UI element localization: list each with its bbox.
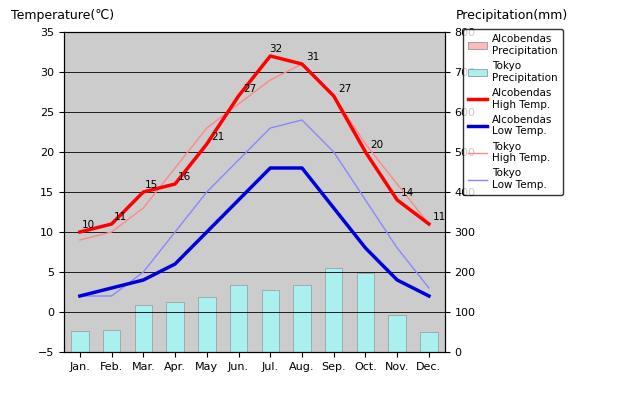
Bar bbox=[420, 332, 438, 352]
Text: 20: 20 bbox=[370, 140, 383, 150]
Bar bbox=[388, 315, 406, 352]
Bar bbox=[230, 285, 247, 352]
Text: Temperature(℃): Temperature(℃) bbox=[11, 9, 114, 22]
Text: Precipitation(mm): Precipitation(mm) bbox=[456, 9, 568, 22]
Bar bbox=[293, 285, 311, 352]
Bar bbox=[134, 305, 152, 352]
Text: 14: 14 bbox=[401, 188, 414, 198]
Bar bbox=[103, 330, 120, 352]
Bar bbox=[198, 297, 216, 352]
Text: 31: 31 bbox=[306, 52, 319, 62]
Bar bbox=[356, 273, 374, 352]
Bar bbox=[262, 290, 279, 352]
Bar bbox=[166, 302, 184, 352]
Text: 16: 16 bbox=[178, 172, 191, 182]
Bar bbox=[71, 331, 88, 352]
Text: 11: 11 bbox=[114, 212, 127, 222]
Text: 11: 11 bbox=[433, 212, 446, 222]
Text: 21: 21 bbox=[212, 132, 225, 142]
Text: 15: 15 bbox=[145, 180, 158, 190]
Bar bbox=[325, 268, 342, 352]
Text: 10: 10 bbox=[81, 220, 95, 230]
Legend: Alcobendas
Precipitation, Tokyo
Precipitation, Alcobendas
High Temp., Alcobendas: Alcobendas Precipitation, Tokyo Precipit… bbox=[463, 29, 563, 195]
Text: 27: 27 bbox=[339, 84, 352, 94]
Text: 27: 27 bbox=[243, 84, 257, 94]
Text: 32: 32 bbox=[269, 44, 282, 54]
